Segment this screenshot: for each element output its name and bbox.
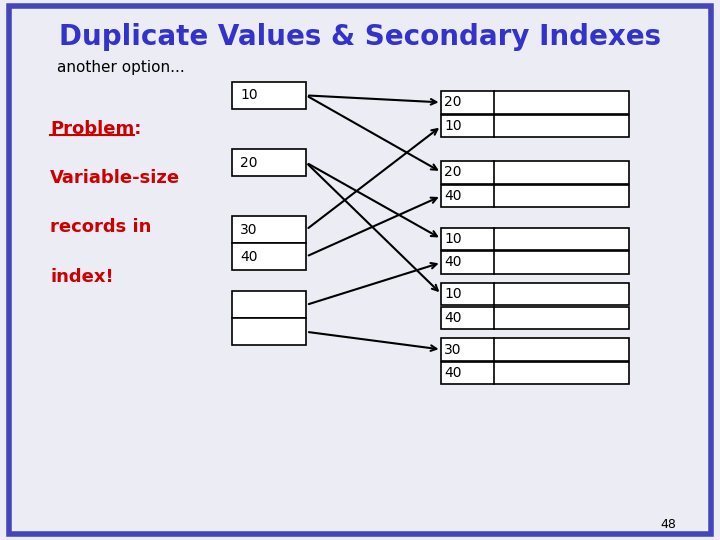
Bar <box>441 338 629 361</box>
Bar <box>441 227 629 250</box>
Bar <box>441 91 629 113</box>
Text: Problem:: Problem: <box>50 119 142 138</box>
Text: 10: 10 <box>240 89 258 103</box>
Bar <box>232 319 306 345</box>
Text: 20: 20 <box>444 96 462 110</box>
Text: 40: 40 <box>444 255 462 269</box>
Text: Variable-size: Variable-size <box>50 169 181 187</box>
Text: 40: 40 <box>444 311 462 325</box>
Text: 10: 10 <box>444 287 462 301</box>
Bar <box>441 185 629 207</box>
Text: 40: 40 <box>444 366 462 380</box>
Text: index!: index! <box>50 268 114 286</box>
Text: 30: 30 <box>240 222 258 237</box>
Text: Duplicate Values & Secondary Indexes: Duplicate Values & Secondary Indexes <box>59 23 661 51</box>
Text: 48: 48 <box>660 517 676 531</box>
Bar <box>441 307 629 329</box>
Text: 10: 10 <box>444 232 462 246</box>
Bar <box>232 243 306 270</box>
Text: 40: 40 <box>444 189 462 203</box>
Bar <box>441 161 629 184</box>
Text: 20: 20 <box>240 156 258 170</box>
Bar <box>441 362 629 384</box>
Text: records in: records in <box>50 218 152 237</box>
Bar <box>232 149 306 176</box>
Text: 10: 10 <box>444 119 462 133</box>
Bar <box>232 292 306 319</box>
Bar <box>232 82 306 109</box>
Text: another option...: another option... <box>57 60 185 76</box>
Text: 30: 30 <box>444 342 462 356</box>
Bar <box>441 251 629 274</box>
Text: 40: 40 <box>240 249 258 264</box>
Text: 20: 20 <box>444 165 462 179</box>
Bar <box>441 283 629 306</box>
Bar <box>232 217 306 243</box>
Bar <box>441 114 629 137</box>
